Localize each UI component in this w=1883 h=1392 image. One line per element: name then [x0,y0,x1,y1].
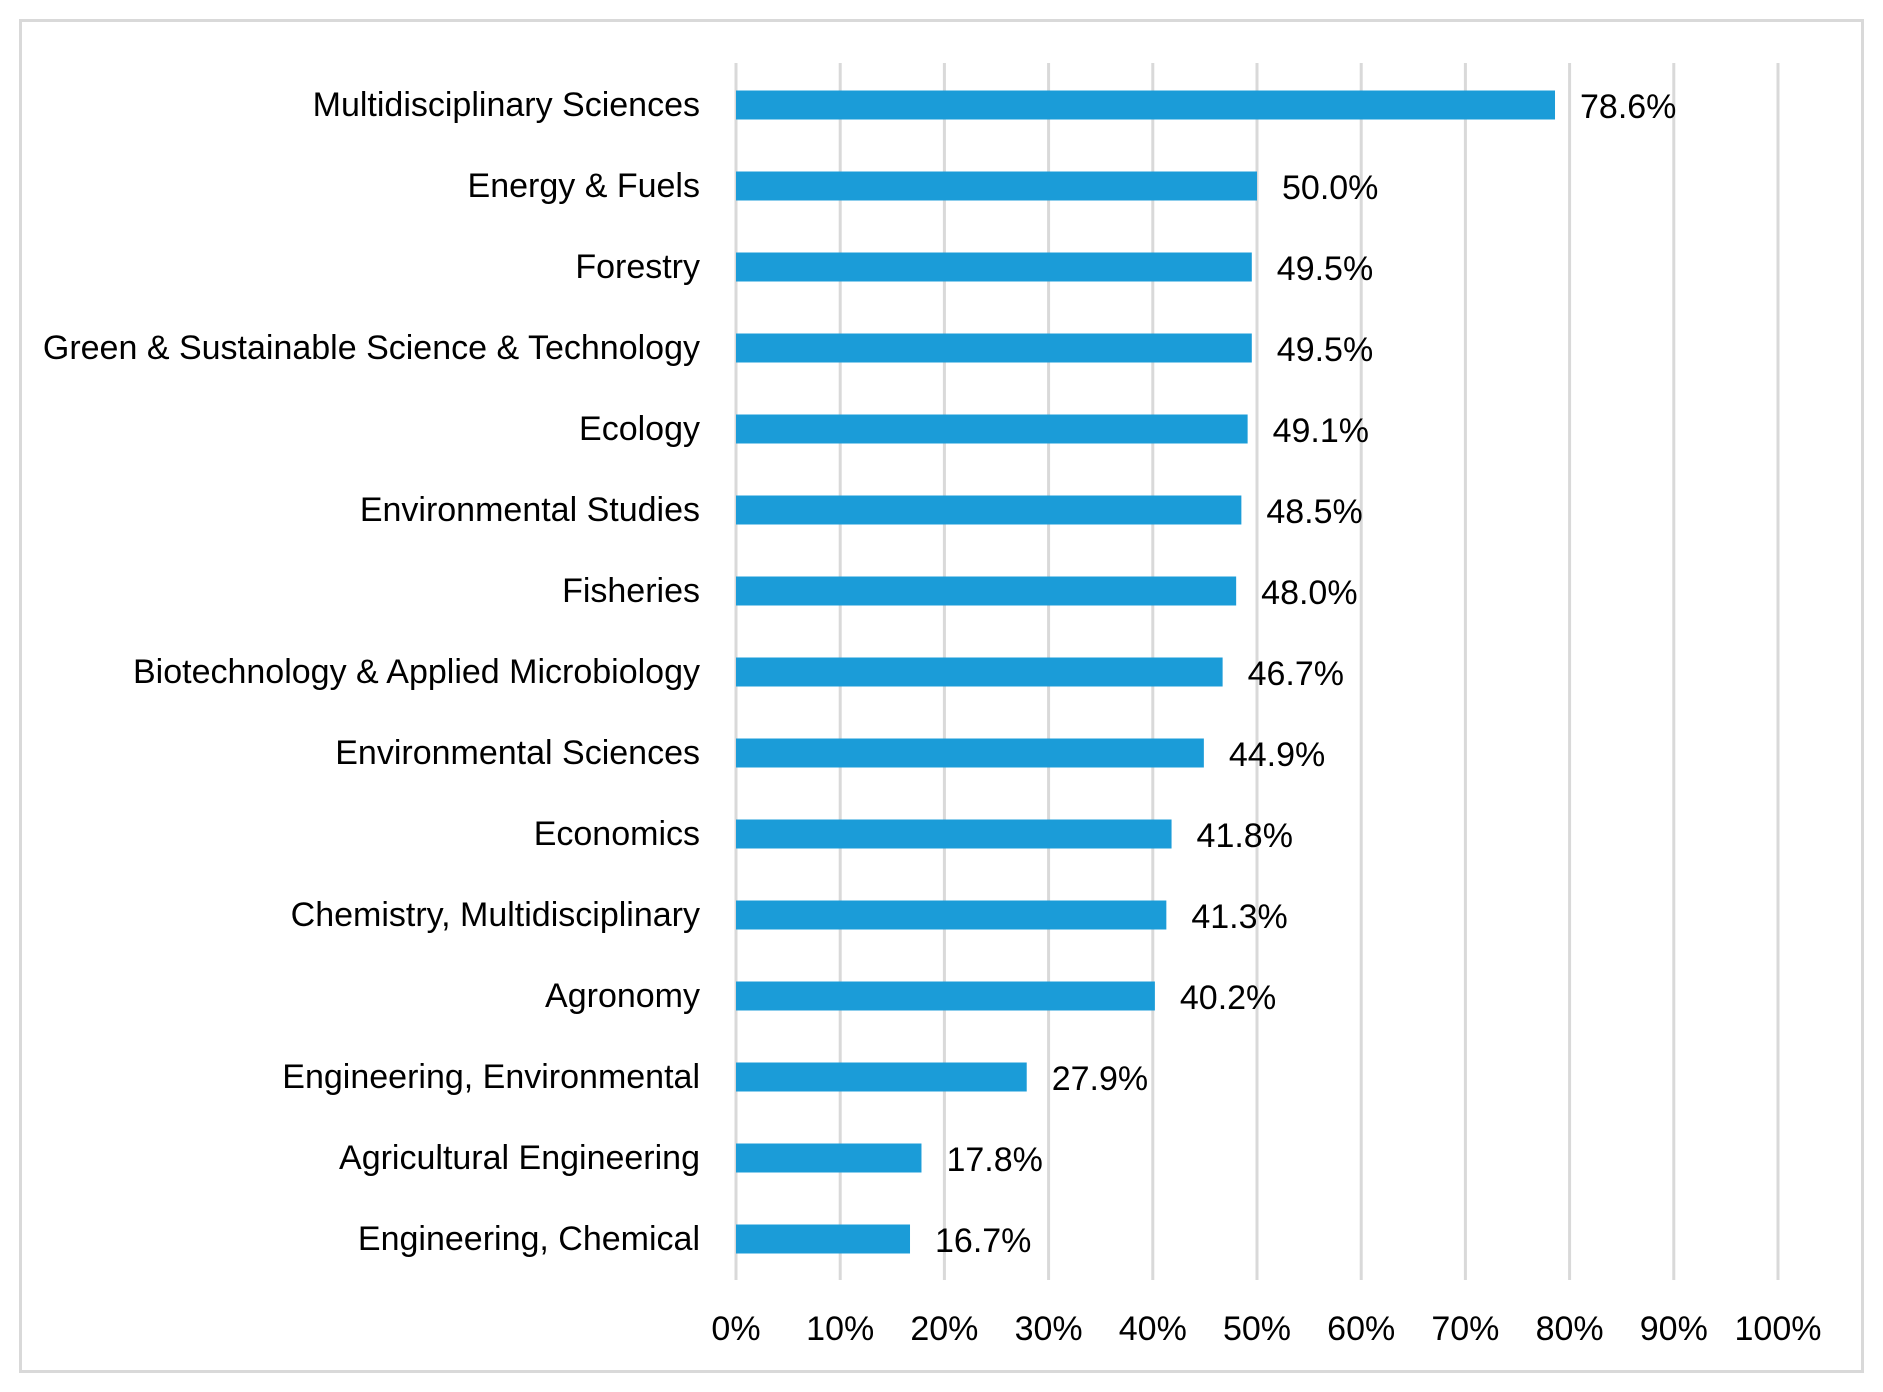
category-label: Environmental Studies [360,491,700,529]
x-tick-label: 100% [1735,1310,1822,1348]
bar [736,738,1204,768]
x-tick-label: 20% [910,1310,978,1348]
data-label: 49.5% [1277,331,1373,369]
category-label: Green & Sustainable Science & Technology [43,329,700,367]
x-tick-label: 50% [1223,1310,1291,1348]
bar [736,414,1248,444]
data-label: 49.5% [1277,250,1373,288]
category-label: Fisheries [562,572,700,610]
data-label: 16.7% [935,1222,1031,1260]
category-label: Forestry [575,248,700,286]
bar [736,657,1223,687]
x-tick-label: 60% [1327,1310,1395,1348]
category-label: Ecology [579,410,700,448]
x-tick-label: 0% [711,1310,760,1348]
bar [736,900,1167,930]
bar [736,171,1257,201]
bar [736,252,1252,282]
data-label: 27.9% [1052,1060,1148,1098]
data-label: 48.0% [1261,574,1357,612]
data-label: 17.8% [946,1141,1042,1179]
data-label: 50.0% [1282,169,1378,207]
category-label: Energy & Fuels [468,167,700,205]
category-label: Engineering, Environmental [282,1058,700,1096]
x-tick-label: 10% [806,1310,874,1348]
bar [736,576,1237,606]
category-label: Environmental Sciences [335,734,700,772]
bar [736,1224,911,1254]
chart-frame [19,19,1864,1373]
category-label: Agricultural Engineering [339,1139,700,1177]
bar [736,981,1155,1011]
category-label: Engineering, Chemical [358,1220,700,1258]
bar [736,90,1556,120]
x-tick-label: 30% [1015,1310,1083,1348]
x-tick-label: 90% [1640,1310,1708,1348]
data-label: 49.1% [1273,412,1369,450]
data-label: 78.6% [1580,88,1676,126]
data-label: 44.9% [1229,736,1325,774]
label-layer: 0% 10% 20% 30% 40% 50% 60% 70% 80% 90% 100% Multidi… [43,86,1822,1348]
bar [736,333,1252,363]
category-label: Agronomy [545,977,700,1015]
x-tick-label: 70% [1431,1310,1499,1348]
bar [736,1062,1027,1092]
category-label: Multidisciplinary Sciences [313,86,700,124]
x-tick-label: 80% [1536,1310,1604,1348]
category-label: Chemistry, Multidisciplinary [291,896,700,934]
data-label: 48.5% [1266,493,1362,531]
category-label: Biotechnology & Applied Microbiology [133,653,700,691]
data-label: 41.8% [1197,817,1293,855]
bar [736,819,1172,849]
data-label: 40.2% [1180,979,1276,1017]
bar-layer [736,90,1556,1254]
bar [736,495,1242,525]
category-label: Economics [534,815,700,853]
x-tick-label: 40% [1119,1310,1187,1348]
data-label: 41.3% [1191,898,1287,936]
data-label: 46.7% [1248,655,1344,693]
bar [736,1143,922,1173]
